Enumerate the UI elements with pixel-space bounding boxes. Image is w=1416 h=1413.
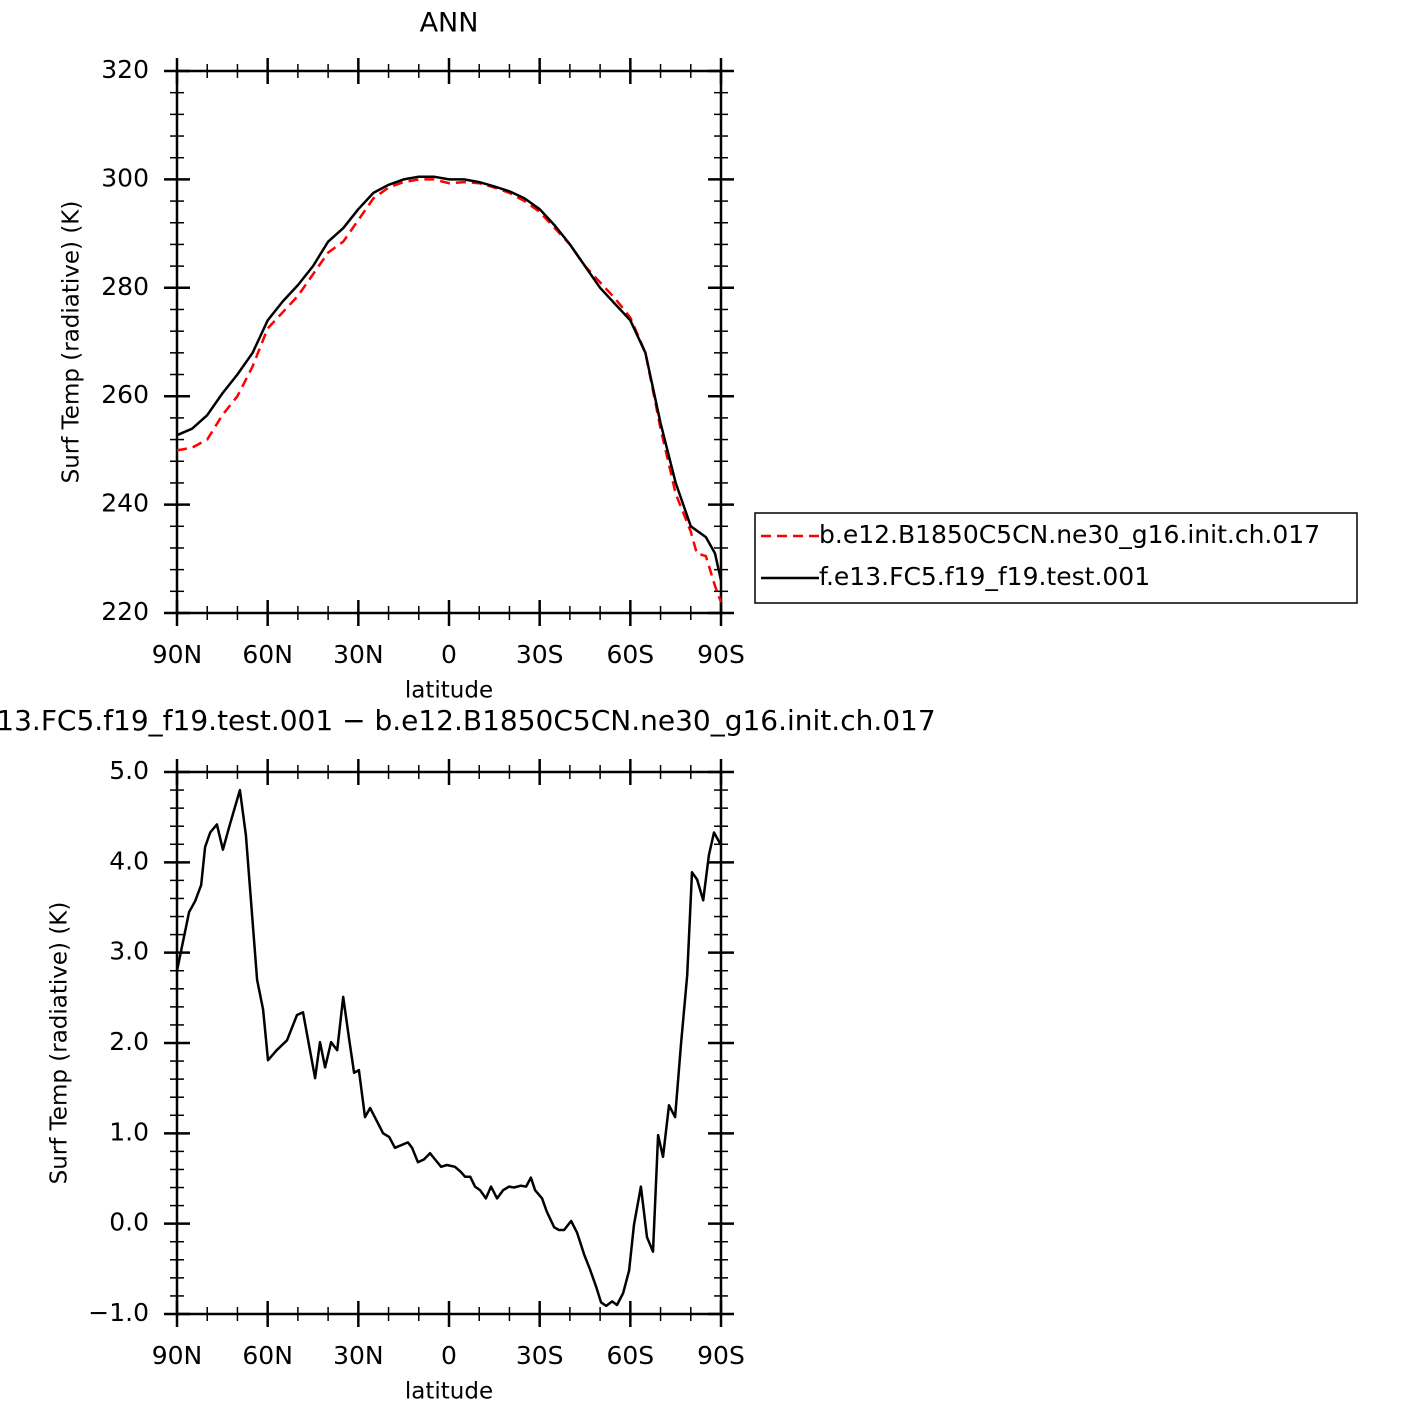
x-tick-label: 30S	[516, 1341, 564, 1370]
x-tick-label: 60N	[242, 640, 293, 669]
x-tick-label: 0	[441, 640, 457, 669]
y-tick-label: 260	[101, 380, 149, 409]
y-tick-label: 3.0	[109, 937, 149, 966]
y-tick-label: 240	[101, 489, 149, 518]
legend-box	[754, 512, 1358, 604]
x-tick-label: 90N	[152, 640, 203, 669]
y-tick-label: 5.0	[109, 756, 149, 785]
y-tick-label: 300	[101, 163, 149, 192]
x-tick-label: 60N	[242, 1341, 293, 1370]
y-axis-label: Surf Temp (radiative) (K)	[59, 201, 85, 484]
y-tick-label: 1.0	[109, 1117, 149, 1146]
legend-label: f.e13.FC5.f19_f19.test.001	[819, 562, 1150, 591]
y-tick-label: −1.0	[88, 1298, 149, 1327]
x-tick-label: 90N	[152, 1341, 203, 1370]
y-tick-label: 0.0	[109, 1208, 149, 1237]
chart-title: ANN	[420, 8, 479, 39]
data-line	[175, 788, 723, 1308]
x-tick-label: 30N	[333, 640, 384, 669]
x-tick-label: 90S	[697, 640, 745, 669]
y-tick-label: 280	[101, 272, 149, 301]
x-tick-label: 60S	[606, 640, 654, 669]
y-tick-label: 4.0	[109, 846, 149, 875]
plot-frame	[175, 770, 723, 1316]
x-tick-label: 90S	[697, 1341, 745, 1370]
chart-title: f.e13.FC5.f19_f19.test.001 − b.e12.B1850…	[0, 704, 936, 737]
legend-label: b.e12.B1850C5CN.ne30_g16.init.ch.017	[819, 520, 1320, 549]
x-axis-label: latitude	[405, 1379, 493, 1405]
x-tick-label: 30N	[333, 1341, 384, 1370]
y-tick-label: 320	[101, 55, 149, 84]
y-axis-label: Surf Temp (radiative) (K)	[47, 902, 73, 1185]
x-tick-label: 30S	[516, 640, 564, 669]
data-line	[176, 178, 723, 603]
x-axis-label: latitude	[405, 678, 493, 704]
y-tick-label: 2.0	[109, 1027, 149, 1056]
x-tick-label: 60S	[606, 1341, 654, 1370]
y-tick-label: 220	[101, 597, 149, 626]
x-tick-label: 0	[441, 1341, 457, 1370]
data-line	[176, 175, 723, 581]
